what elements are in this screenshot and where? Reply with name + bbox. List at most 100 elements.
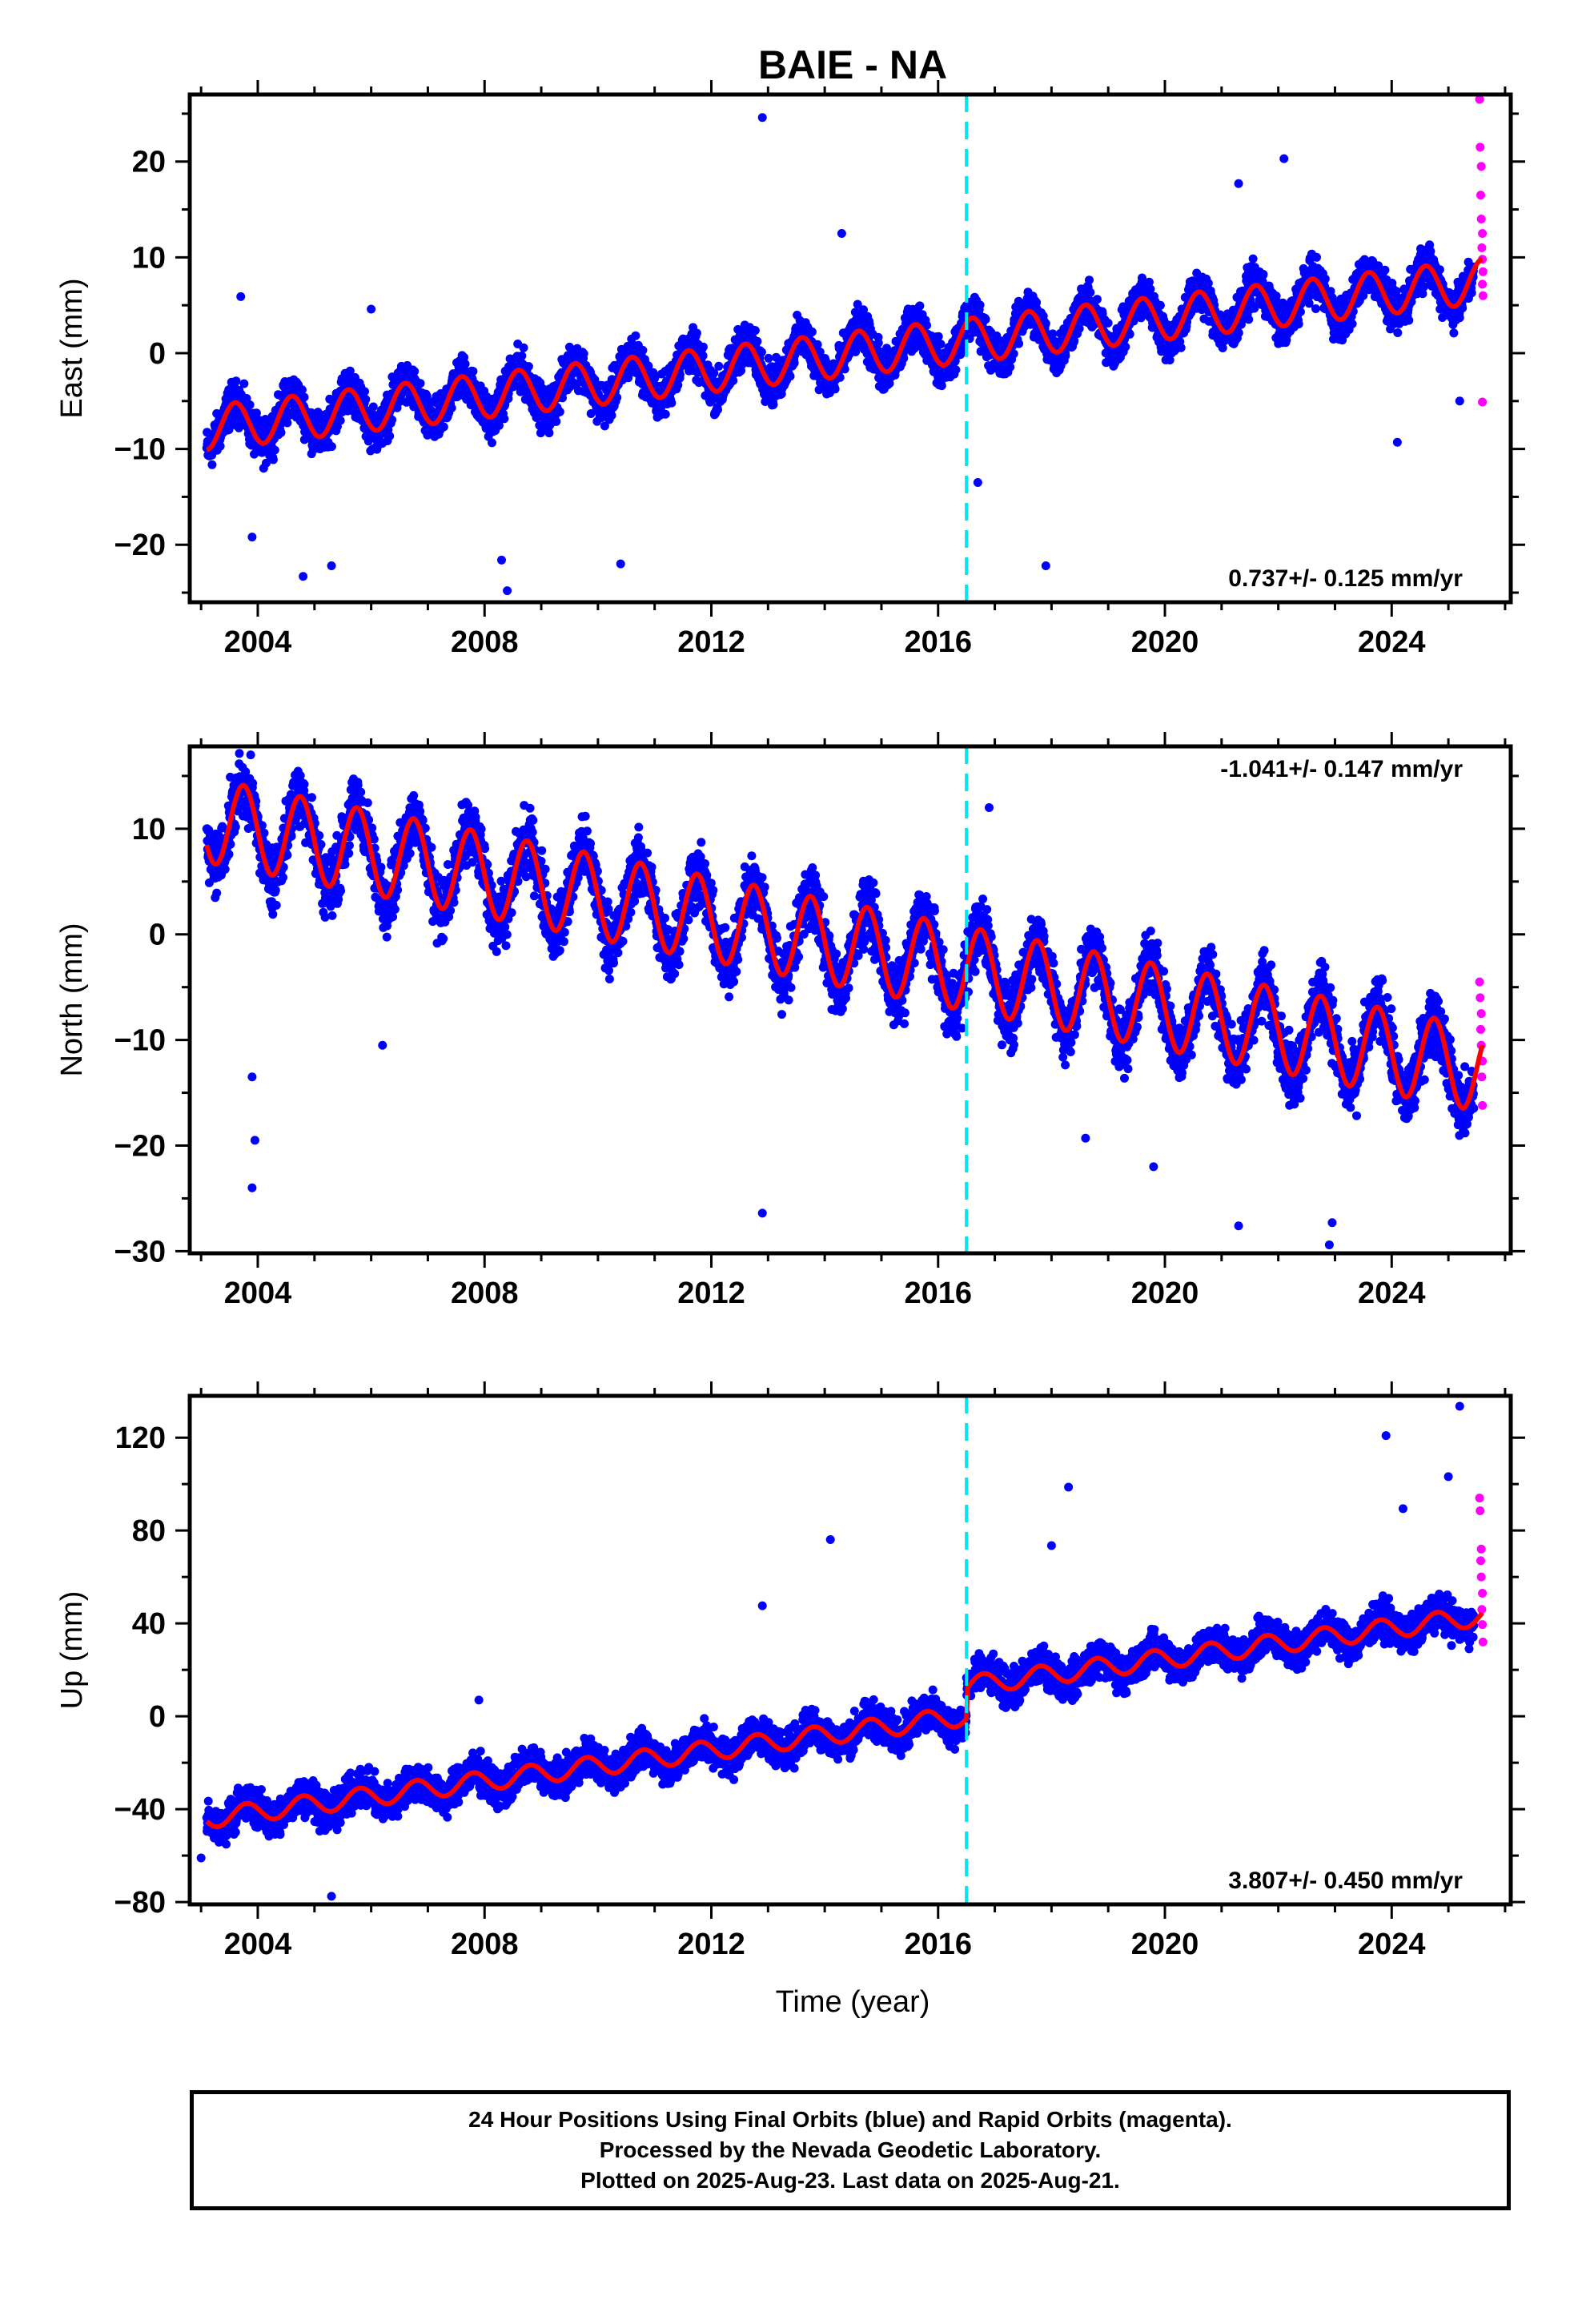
final-orbit-point (830, 384, 840, 394)
final-orbit-point (1467, 288, 1476, 298)
final-orbit-point (631, 331, 640, 340)
final-orbit-point (698, 351, 708, 360)
final-orbit-point (1014, 339, 1024, 348)
final-orbit-point (1455, 396, 1464, 406)
rapid-orbit-points (1475, 94, 1488, 407)
rapid-orbit-point (1476, 215, 1486, 224)
final-orbit-point (1380, 265, 1390, 275)
rapid-orbit-point (1478, 228, 1488, 238)
final-orbit-point (1103, 318, 1113, 328)
final-orbit-point (698, 342, 708, 352)
final-orbit-point (692, 328, 701, 338)
final-orbit-point (245, 400, 255, 409)
final-orbit-point (1176, 343, 1186, 352)
rapid-orbit-point (1478, 267, 1488, 276)
final-orbit-point (835, 372, 845, 382)
final-orbit-point (1393, 328, 1403, 337)
final-orbit-point (460, 360, 470, 368)
final-orbit-point (1259, 270, 1268, 279)
final-orbit-point (675, 370, 685, 380)
final-orbit-point (1311, 304, 1320, 313)
final-orbit-point (789, 358, 799, 368)
final-orbit-point (447, 403, 456, 412)
final-orbit-point (410, 367, 420, 376)
final-orbit-point (367, 304, 376, 314)
final-orbit-point (368, 402, 378, 412)
final-orbit-point (1347, 319, 1357, 328)
final-orbit-point (1121, 342, 1130, 352)
final-orbit-point (1404, 316, 1414, 325)
final-orbit-point (1279, 154, 1289, 163)
final-orbit-point (387, 415, 397, 424)
final-orbit-point (600, 421, 609, 431)
final-orbit-point (612, 392, 622, 402)
final-orbit-point (650, 372, 660, 382)
final-orbit-point (1006, 362, 1015, 372)
final-orbit-point (1061, 351, 1070, 360)
rapid-orbit-point (1478, 279, 1488, 289)
final-orbit-point (555, 407, 564, 416)
final-orbit-point (239, 379, 249, 388)
final-orbit-point (753, 336, 762, 346)
panel-east: 2004 2008 2012 2016 2020 2024−20−1001020East … (55, 80, 1525, 659)
plot-area (202, 94, 1488, 596)
final-orbit-point (1248, 254, 1258, 263)
final-orbit-point (1320, 274, 1330, 283)
final-orbit-point (981, 315, 990, 324)
final-orbit-point (936, 340, 946, 349)
final-orbit-point (283, 418, 292, 428)
final-orbit-point (297, 385, 307, 395)
final-orbit-point (1392, 437, 1402, 447)
final-orbit-point (207, 460, 217, 469)
final-orbit-point (345, 366, 355, 376)
final-orbit-point (813, 340, 822, 349)
final-orbit-point (524, 362, 533, 372)
final-orbit-point (268, 455, 278, 464)
final-orbit-point (579, 349, 588, 359)
final-orbit-point (769, 400, 778, 409)
final-orbit-point (851, 347, 861, 356)
final-orbit-point (385, 432, 395, 440)
final-orbit-point (1234, 179, 1243, 188)
rapid-orbit-point (1477, 243, 1487, 252)
final-orbit-point (1435, 265, 1444, 275)
final-orbit-point (231, 376, 241, 386)
final-orbit-point (934, 332, 943, 341)
final-orbit-point (1092, 295, 1102, 304)
final-orbit-point (299, 572, 308, 581)
final-orbit-point (488, 438, 496, 448)
final-orbit-point (416, 379, 425, 388)
rapid-orbit-point (1478, 291, 1488, 300)
final-orbit-point (270, 445, 279, 455)
final-orbit-point (937, 381, 946, 391)
final-orbit-point (764, 353, 773, 363)
final-orbit-point (859, 305, 868, 315)
final-orbit-point (460, 352, 468, 362)
final-orbit-point (247, 533, 257, 542)
final-orbit-point (236, 292, 246, 301)
final-orbit-point (215, 441, 225, 451)
final-orbit-point (1244, 315, 1254, 324)
final-orbit-point (439, 422, 448, 432)
final-orbit-point (1041, 561, 1050, 571)
final-orbit-point (1294, 320, 1303, 329)
final-orbit-point (1455, 313, 1464, 323)
final-orbit-point (1426, 247, 1435, 256)
final-orbit-point (1085, 275, 1094, 285)
chart-title: BAIE - NA (758, 42, 947, 87)
final-orbit-point (837, 228, 846, 238)
final-orbit-point (327, 442, 336, 452)
final-orbit-point (607, 411, 616, 420)
final-orbit-point (494, 420, 504, 430)
final-orbit-point (327, 561, 336, 571)
final-orbit-point (750, 326, 760, 336)
final-orbit-point (667, 398, 677, 408)
final-orbit-point (1086, 287, 1095, 297)
final-orbit-point (714, 361, 724, 371)
final-orbit-point (873, 338, 883, 348)
final-orbit-point (713, 405, 722, 415)
final-orbit-point (807, 327, 817, 336)
final-orbit-point (729, 376, 738, 385)
final-orbit-point (360, 387, 369, 396)
